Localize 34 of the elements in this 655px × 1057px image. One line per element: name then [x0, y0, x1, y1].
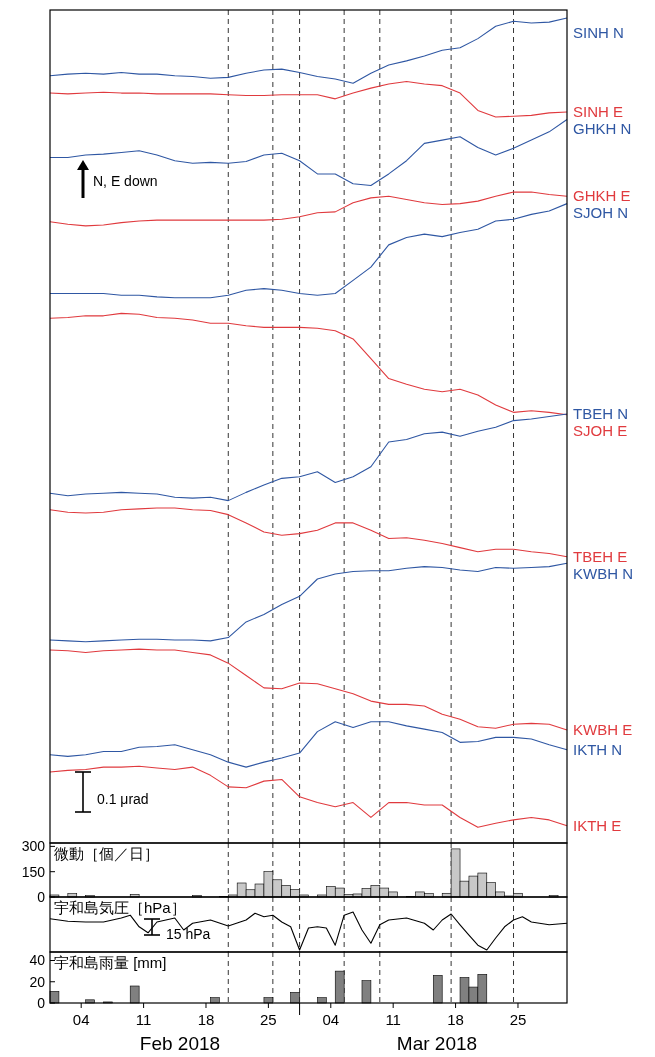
series-label: KWBH N [573, 564, 633, 582]
chart-title: 宇和島雨量 [mm] [54, 954, 167, 971]
series-label: IKTH E [573, 816, 622, 834]
series-label: IKTH N [573, 741, 623, 759]
x-tick-label: 25 [509, 1011, 527, 1028]
series-label: GHKH E [573, 187, 631, 205]
x-tick-label: 18 [197, 1011, 215, 1028]
series-label: SJOH N [573, 204, 629, 222]
text: Feb 2018 [139, 1033, 221, 1054]
y-tick-label: 20 [29, 973, 46, 990]
y-tick-label: 0 [37, 994, 46, 1011]
y-tick-label: 300 [21, 838, 46, 855]
annotation: N, E down [93, 173, 158, 189]
x-tick-label: 04 [322, 1011, 340, 1028]
y-tick-label: 0 [37, 888, 46, 905]
series-label: SINH E [573, 103, 624, 121]
chart-title: 宇和島気圧［hPa］ [54, 899, 186, 916]
x-tick-label: 25 [260, 1011, 277, 1028]
x-tick-label: 18 [447, 1011, 464, 1028]
series-label: KWBH E [573, 721, 633, 739]
chart-title: 微動［個／日］ [54, 845, 159, 862]
text: Mar 2018 [396, 1033, 478, 1054]
y-tick-label: 150 [21, 863, 46, 880]
x-tick-label: 11 [135, 1011, 152, 1028]
x-tick-label: 11 [385, 1011, 401, 1028]
series-label: TBEH E [573, 547, 628, 565]
series-label: SJOH E [573, 422, 628, 440]
series-label: SINH N [573, 24, 624, 42]
annotation: 15 hPa [166, 926, 211, 942]
series-label: GHKH N [573, 120, 632, 138]
series-label: TBEH N [573, 405, 629, 423]
y-tick-label: 40 [29, 952, 46, 969]
x-tick-label: 04 [72, 1011, 90, 1028]
annotation: 0.1 μrad [97, 791, 149, 807]
